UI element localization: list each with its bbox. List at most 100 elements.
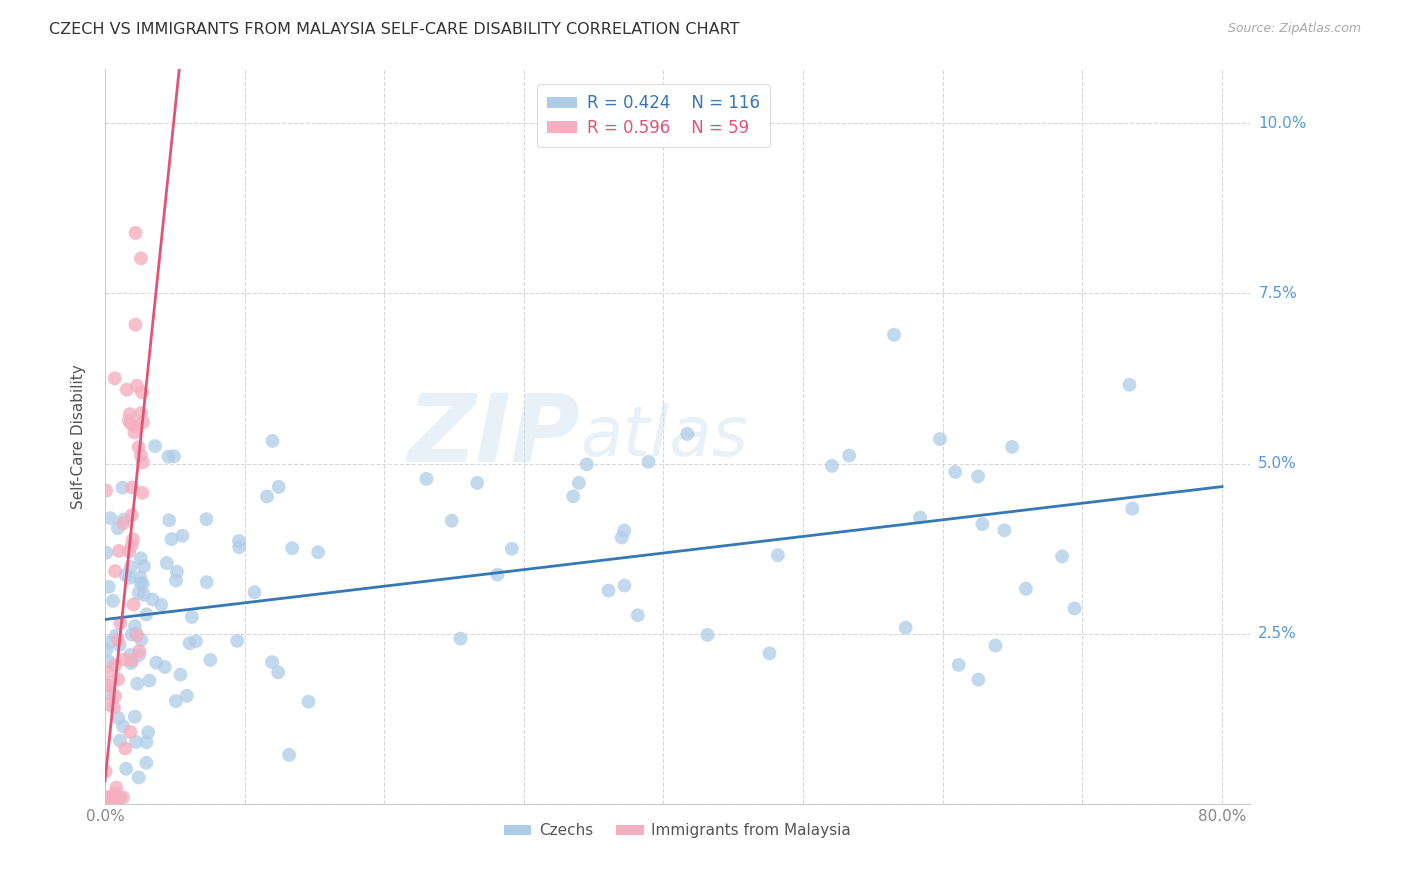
Point [115, 383, 138, 397]
Point [114, 741, 136, 756]
Point [908, 510, 931, 524]
Point [967, 469, 990, 483]
Point [465, 475, 488, 490]
Point [131, 577, 153, 591]
Point [121, 653, 143, 667]
Point [281, 541, 304, 556]
Point [128, 644, 150, 658]
Point [120, 648, 142, 662]
Point [610, 531, 633, 545]
Point [894, 621, 917, 635]
Point [108, 790, 131, 805]
Point [110, 615, 132, 630]
Point [943, 465, 966, 479]
Point [993, 523, 1015, 537]
Point [150, 598, 173, 612]
Point [166, 565, 188, 579]
Point [112, 512, 135, 526]
Text: 2.5%: 2.5% [1258, 626, 1296, 641]
Text: Source: ZipAtlas.com: Source: ZipAtlas.com [1227, 22, 1361, 36]
Point [637, 455, 659, 469]
Point [124, 226, 146, 240]
Point [120, 656, 142, 670]
Point [108, 638, 131, 652]
Point [195, 512, 218, 526]
Point [124, 419, 146, 434]
Point [132, 455, 155, 469]
Point [1118, 377, 1140, 392]
Y-axis label: Self-Care Disability: Self-Care Disability [72, 364, 86, 508]
Point [100, 790, 122, 805]
Point [243, 585, 266, 599]
Point [100, 790, 122, 805]
Point [160, 532, 183, 546]
Point [104, 564, 127, 578]
Point [128, 648, 150, 662]
Point [105, 628, 128, 642]
Point [124, 626, 146, 640]
Point [132, 588, 155, 602]
Point [156, 556, 179, 570]
Point [97, 665, 120, 679]
Point [120, 560, 142, 574]
Point [179, 636, 201, 650]
Point [107, 632, 129, 647]
Point [267, 480, 290, 494]
Point [172, 529, 194, 543]
Point [501, 541, 523, 556]
Point [98, 790, 121, 805]
Point [307, 545, 329, 559]
Point [104, 658, 127, 673]
Point [415, 472, 437, 486]
Point [129, 575, 152, 590]
Point [128, 771, 150, 785]
Point [838, 449, 860, 463]
Point [120, 725, 142, 739]
Point [145, 656, 167, 670]
Point [129, 632, 152, 647]
Point [97, 790, 120, 805]
Point [138, 673, 160, 688]
Point [278, 747, 301, 762]
Point [568, 475, 591, 490]
Point [104, 371, 127, 385]
Point [97, 698, 120, 712]
Point [98, 635, 121, 649]
Point [112, 790, 135, 805]
Point [96, 643, 118, 657]
Point [948, 657, 970, 672]
Point [103, 700, 125, 714]
Point [440, 514, 463, 528]
Point [101, 594, 124, 608]
Point [115, 762, 138, 776]
Point [127, 676, 149, 690]
Point [129, 551, 152, 566]
Point [929, 432, 952, 446]
Point [128, 586, 150, 600]
Text: ZIP: ZIP [408, 391, 581, 483]
Point [157, 450, 180, 464]
Point [135, 607, 157, 622]
Point [163, 450, 186, 464]
Point [180, 610, 202, 624]
Point [96, 678, 118, 692]
Point [1001, 440, 1024, 454]
Point [132, 559, 155, 574]
Point [118, 544, 141, 558]
Point [226, 633, 249, 648]
Point [1050, 549, 1073, 564]
Legend: Czechs, Immigrants from Malaysia: Czechs, Immigrants from Malaysia [498, 817, 858, 845]
Point [122, 598, 145, 612]
Point [613, 578, 636, 592]
Point [96, 790, 118, 805]
Point [821, 458, 844, 473]
Point [135, 735, 157, 749]
Point [758, 646, 780, 660]
Point [125, 735, 148, 749]
Point [124, 425, 146, 440]
Point [122, 533, 145, 547]
Point [111, 481, 134, 495]
Point [112, 719, 135, 733]
Point [267, 665, 290, 680]
Point [967, 673, 990, 687]
